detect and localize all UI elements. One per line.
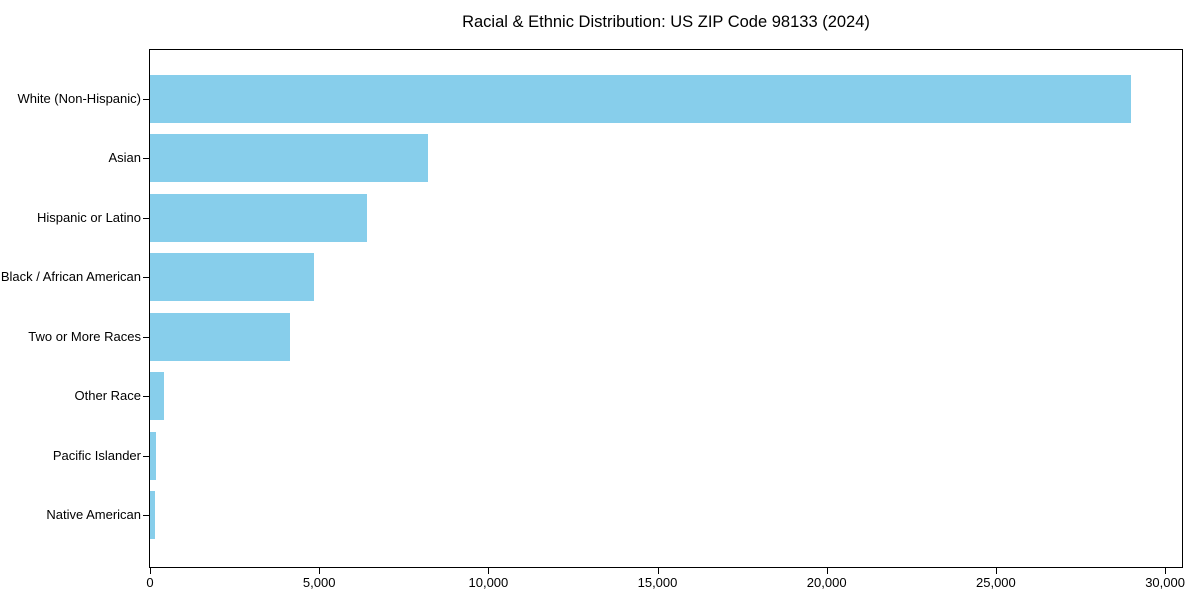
x-tick-mark (826, 568, 828, 574)
y-axis-label-black-african-american: Black / African American (0, 269, 141, 284)
x-tick-mark (995, 568, 997, 574)
x-tick-mark (657, 568, 659, 574)
y-axis-label-pacific-islander: Pacific Islander (52, 447, 141, 463)
y-tick-mark (143, 515, 149, 516)
y-tick-mark (143, 158, 149, 159)
y-tick-mark (143, 98, 149, 100)
x-tick-label: 25,000 (976, 575, 1016, 590)
y-tick-mark (143, 336, 149, 338)
y-axis-label-hispanic-or-latino: Hispanic or Latino (36, 209, 141, 225)
y-axis-label-two-or-more-races: Two or More Races (28, 328, 141, 344)
bar-native-american (150, 491, 156, 539)
x-tick-label: 0 (146, 575, 154, 590)
x-tick-label: 15,000 (637, 575, 678, 590)
chart-title: Racial & Ethnic Distribution: US ZIP Cod… (462, 13, 870, 31)
x-tick-mark (1165, 568, 1167, 574)
y-tick-mark (143, 455, 149, 457)
bar-black-african-american (150, 253, 315, 301)
plot-area (149, 49, 1183, 568)
y-tick-mark (143, 217, 149, 219)
x-tick-mark (488, 568, 490, 574)
y-tick-mark (143, 396, 149, 397)
x-tick-label: 20,000 (806, 575, 847, 590)
bar-other-race (150, 372, 164, 420)
bar-asian (150, 134, 428, 182)
y-axis-label-native-american: Native American (46, 507, 141, 522)
x-tick-label: 5,000 (302, 575, 336, 590)
y-axis-label-asian: Asian (108, 150, 141, 165)
bar-white-non-hispanic (150, 74, 1132, 123)
x-tick-mark (150, 568, 151, 574)
x-tick-label: 10,000 (468, 575, 509, 590)
y-axis-label-other-race: Other Race (74, 388, 141, 403)
x-tick-label: 30,000 (1145, 575, 1185, 590)
bar-two-or-more-races (150, 312, 291, 361)
y-tick-mark (143, 277, 149, 278)
bar-hispanic-or-latino (150, 193, 367, 242)
x-tick-mark (319, 568, 321, 574)
bar-pacific-islander (150, 431, 157, 480)
y-axis-label-white-non-hispanic: White (Non-Hispanic) (17, 90, 141, 106)
